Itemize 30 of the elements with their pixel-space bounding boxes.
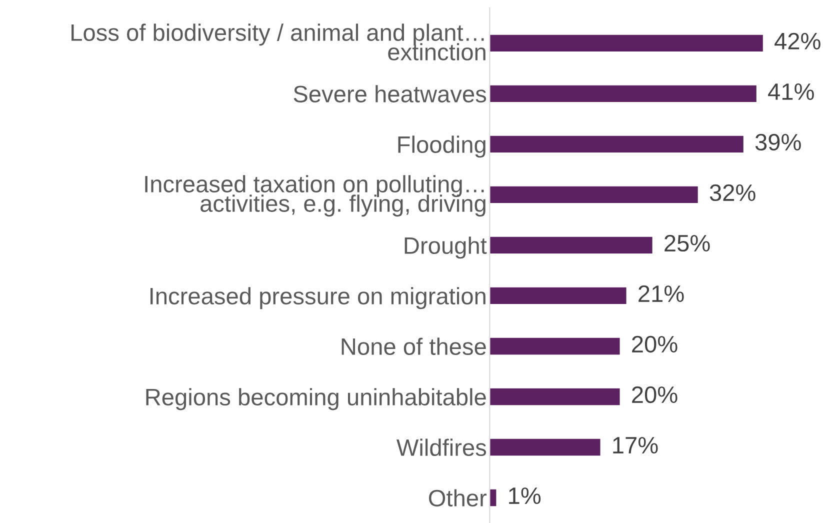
data-label: 20% <box>632 336 678 353</box>
bar <box>490 388 620 406</box>
bar <box>490 438 600 456</box>
data-label: 20% <box>632 386 678 404</box>
bar <box>490 136 744 153</box>
bar <box>490 489 496 506</box>
y-tick-label: Drought <box>404 236 487 259</box>
bar <box>490 338 620 355</box>
y-tick-label: Flooding <box>398 136 486 158</box>
data-label: 32% <box>710 184 756 202</box>
bar <box>490 85 756 102</box>
data-label: 25% <box>664 234 710 252</box>
y-tick-label: Other <box>428 489 487 507</box>
y-tick-label: None of these <box>342 338 486 356</box>
y-tick-label: Wildfires <box>396 438 486 456</box>
data-label: 41% <box>768 83 814 100</box>
bar <box>490 186 698 204</box>
data-label: 42% <box>774 32 820 50</box>
data-label: 39% <box>755 134 801 151</box>
bar <box>490 236 652 254</box>
y-tick-label: Loss of biodiversity / animal and plant… extinction <box>72 24 486 60</box>
data-label: 1% <box>509 487 541 504</box>
data-label: 17% <box>613 436 658 454</box>
y-tick-label: Severe heatwaves <box>294 85 486 102</box>
y-tick-label: Increased pressure on migration <box>150 287 486 310</box>
data-label: 21% <box>638 285 684 302</box>
y-tick-label: Increased taxation on polluting… activities, e.g. flying, driving <box>145 175 486 217</box>
bar <box>490 34 763 52</box>
y-tick-label: Regions becoming uninhabitable <box>146 388 486 410</box>
bar <box>490 287 626 304</box>
